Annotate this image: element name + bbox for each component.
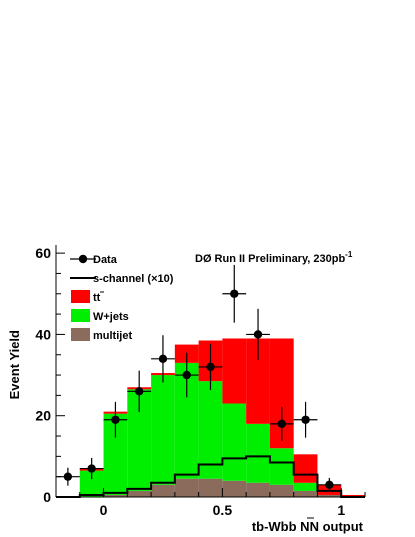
legend: Data s-channel (×10) tt W+jets multijet [70,254,174,342]
data-point [87,464,96,473]
data-points [56,264,342,492]
bar-w-jets [151,375,175,485]
bar-w-jets [222,403,247,481]
data-point [325,480,334,490]
y-tick-label: 60 [35,245,51,261]
legend-label: tt [93,292,101,304]
bar-w-jets [127,389,152,491]
y-tick-label: 0 [43,489,51,505]
legend-label: s-channel (×10) [93,273,174,285]
chart-title: DØ Run II Preliminary, 230pb-1 [195,250,353,265]
legend-data-marker [78,254,88,264]
data-point [230,289,239,298]
data-point [111,415,120,424]
x-axis-label: tb-Wbb NN output [252,519,364,534]
data-point [158,354,168,364]
bar-tt [246,338,270,424]
legend-swatch-w-jets [71,309,90,322]
bar-w-jets [293,482,318,491]
bar-w-jets [246,423,270,483]
bar-w-jets [269,448,294,485]
y-axis-label: Event Yield [7,330,22,399]
bar-w-jets [79,470,104,497]
stacked-histogram [79,338,365,497]
bar-multijet [103,494,128,497]
s-channel-step [56,455,365,498]
bar-multijet [317,494,342,497]
legend-label: Data [93,254,118,266]
bar-tt [222,338,247,404]
data-point [206,362,215,372]
bar-tt [293,454,318,483]
bar-multijet [246,482,270,497]
bar-multijet [293,490,318,497]
x-tick-label: 1 [337,502,345,518]
bar-multijet [174,478,199,497]
legend-swatch-tt [71,290,90,303]
bar-multijet [222,480,247,497]
data-point [182,370,191,380]
bar-tt [341,494,365,497]
y-tick-label: 40 [35,326,51,342]
bar-w-jets [198,381,223,479]
x-tick-label: 0 [100,502,108,518]
bar-w-jets [174,362,199,479]
bar-multijet [127,490,152,497]
bar-tt [269,338,294,449]
data-point [253,330,263,339]
legend-label: W+jets [93,311,129,323]
legend-swatch-multijet [71,328,90,341]
bar-multijet [198,478,223,497]
data-point [63,472,73,481]
data-point [301,415,310,424]
s-channel-line [56,455,365,498]
x-tick-label: 0.5 [213,502,233,518]
y-tick-label: 20 [35,408,51,424]
data-point [277,419,287,429]
bar-w-jets [103,413,128,495]
axes: 0 20 40 60 0 0.5 1 [35,245,366,518]
data-point [134,387,144,396]
legend-label: multijet [93,330,132,342]
bar-multijet [269,484,294,497]
bar-multijet [151,484,175,497]
